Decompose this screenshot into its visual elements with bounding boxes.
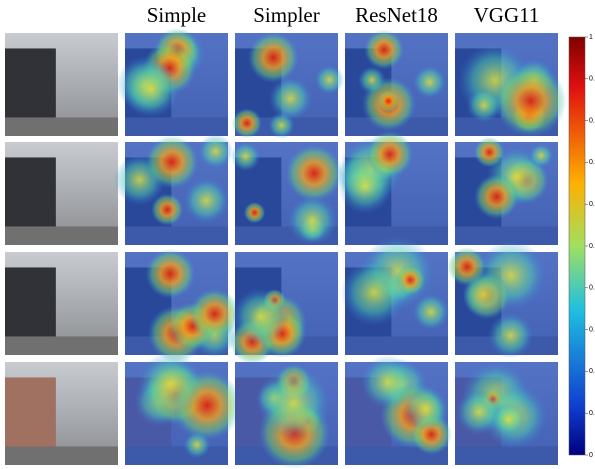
heat-blob (231, 108, 262, 139)
heat-blob (122, 60, 180, 118)
colorbar (568, 36, 586, 456)
image-grid (5, 28, 567, 469)
photo (5, 362, 118, 465)
column-header: ResNet18 (355, 3, 438, 27)
heat-blob (198, 133, 234, 169)
heat-blob (491, 402, 526, 437)
heat-blob (377, 89, 400, 113)
heatmap (231, 32, 345, 139)
heatmap (337, 130, 448, 245)
ground (5, 226, 118, 245)
heatmap (116, 28, 228, 137)
heat-blob (466, 87, 502, 123)
heatmap (345, 355, 452, 465)
heat-blob (183, 177, 230, 224)
heatmap (229, 252, 338, 364)
column-header: Simpler (253, 3, 320, 27)
heatmap (455, 33, 567, 138)
heat-blob (412, 293, 450, 331)
colorbar-label: 0. (589, 368, 595, 375)
heat-blob (151, 193, 184, 226)
colorbar-label: 0 (589, 452, 593, 459)
heat-blob (230, 141, 261, 172)
colorbar-label: 0. (589, 285, 595, 292)
heat-blob (285, 144, 343, 202)
colorbar-label: 0. (589, 159, 595, 166)
heat-blob (314, 64, 345, 95)
heatmap (447, 240, 558, 359)
column-header: VGG11 (474, 3, 540, 27)
heatmap (235, 362, 338, 469)
colorbar-label: 0. (589, 76, 595, 83)
heat-blob (145, 249, 196, 299)
heat-blob (412, 65, 447, 99)
heatmap (345, 29, 448, 137)
heat-blob (137, 351, 203, 417)
colorbar-label: 0. (589, 410, 595, 417)
heatmap (125, 249, 240, 363)
colorbar-label: 0. (589, 326, 595, 333)
heatmap (114, 133, 234, 245)
heatmap (455, 136, 558, 245)
photo (5, 33, 118, 137)
heat-blob (256, 365, 331, 440)
heat-blob (474, 174, 519, 220)
heat-blob (366, 130, 414, 178)
colorbar-label: 0. (589, 201, 595, 208)
heat-blob (488, 312, 534, 359)
ground (5, 336, 118, 355)
heat-blob (474, 136, 505, 168)
heat-blob (403, 386, 449, 432)
heat-blob (189, 288, 240, 340)
photo (5, 252, 118, 355)
heatmap (340, 235, 450, 355)
heat-blob (145, 135, 199, 189)
heat-blob (364, 29, 404, 70)
heat-blob (248, 32, 299, 83)
colorbar-label: 0. (589, 243, 595, 250)
heat-blob (340, 259, 408, 326)
heat-blob (268, 76, 313, 121)
ground (5, 117, 118, 136)
heat-blob (287, 195, 338, 246)
heat-blob (243, 201, 266, 224)
heatmap (230, 141, 343, 246)
heat-blob (232, 288, 290, 346)
photo (5, 142, 118, 245)
ground (5, 446, 118, 465)
heat-blob (494, 65, 567, 138)
heat-blob (358, 66, 386, 94)
colorbar-label: 0. (589, 117, 595, 124)
heat-blob (462, 273, 506, 316)
colorbar-labels: 1 0. 0. 0. 0. 0. 0. 0. 0. 0. 0 (585, 34, 595, 459)
heat-blob (456, 389, 502, 436)
heat-blob (528, 143, 554, 168)
heatmap (455, 361, 558, 465)
column-header: Simple (147, 3, 207, 27)
heatmap (125, 351, 242, 465)
column-headers: Simple Simpler ResNet18 VGG11 (147, 3, 540, 27)
colorbar-label: 1 (589, 34, 593, 41)
heat-blob (360, 355, 415, 410)
